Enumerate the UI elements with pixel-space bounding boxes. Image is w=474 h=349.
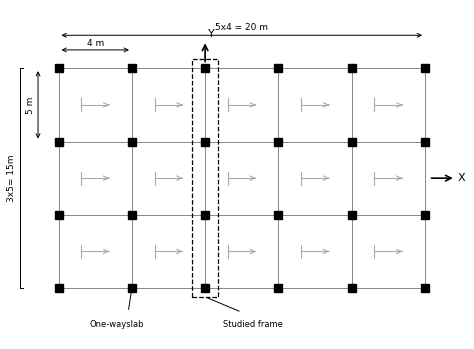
Text: 4 m: 4 m — [87, 39, 104, 48]
Text: X: X — [458, 173, 465, 183]
Text: Studied frame: Studied frame — [223, 320, 283, 329]
Text: 5x4 = 20 m: 5x4 = 20 m — [215, 23, 268, 32]
Text: One-wayslab: One-wayslab — [90, 320, 145, 329]
Text: 5 m: 5 m — [26, 96, 35, 113]
Text: 3x5= 15m: 3x5= 15m — [7, 154, 16, 202]
Text: Y: Y — [208, 29, 215, 39]
Bar — [192, 59, 219, 297]
